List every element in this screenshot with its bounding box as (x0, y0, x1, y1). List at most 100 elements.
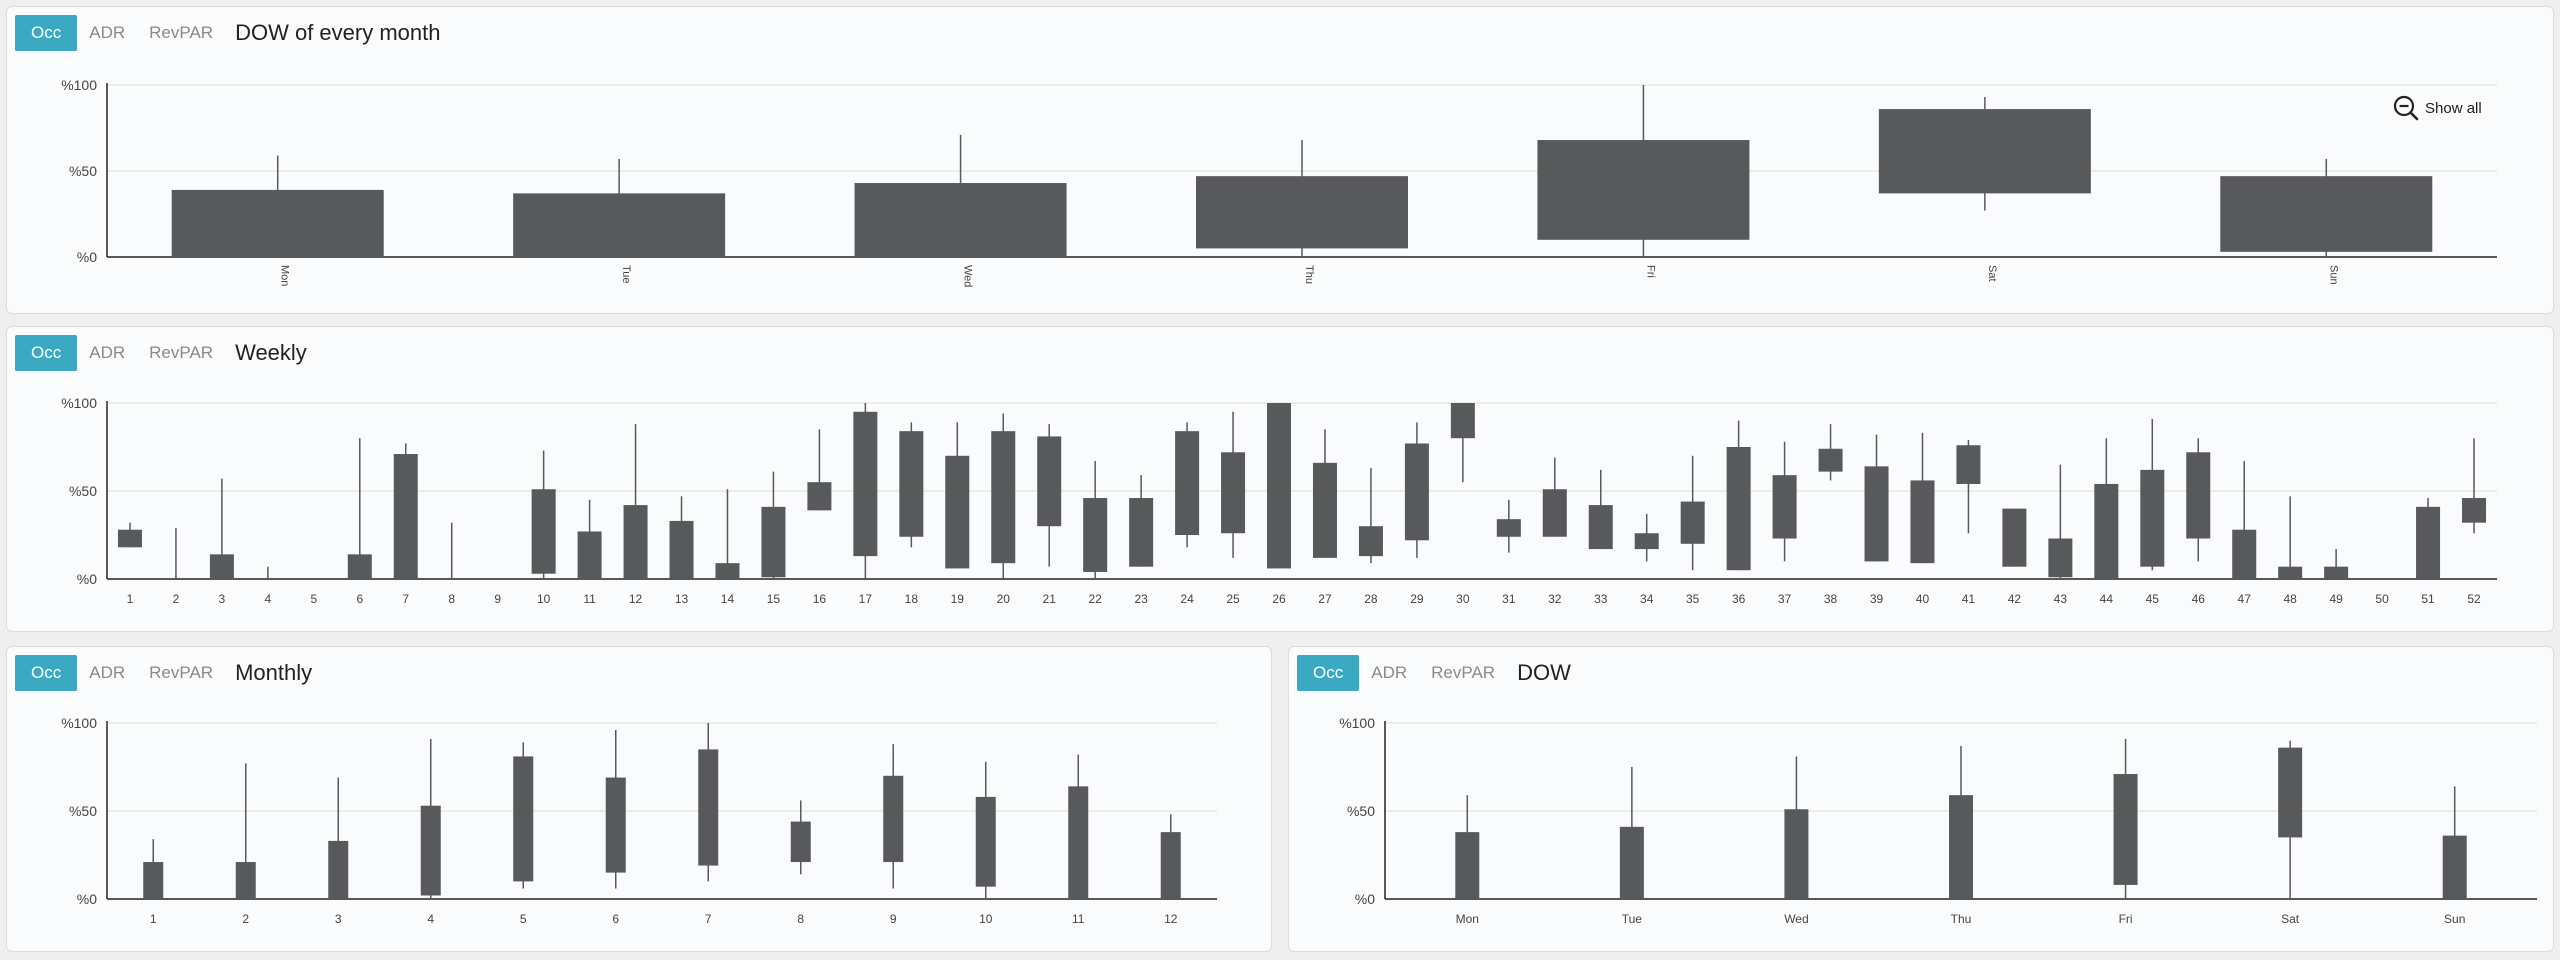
x-tick-label: 36 (1732, 592, 1746, 606)
panel-title: Monthly (235, 660, 313, 685)
y-tick-label: %0 (77, 249, 97, 265)
x-tick-label: Wed (962, 265, 974, 287)
bar (2186, 452, 2211, 539)
bar (991, 431, 1016, 564)
tab-occ[interactable]: Occ (1297, 655, 1360, 691)
bar (2232, 529, 2257, 579)
panel-weekly: Occ ADR RevPAR Weekly %0 %50 %100 1 2 3 4 5 6 7 8 9… (6, 326, 2554, 632)
bar (1726, 447, 1751, 571)
bar (1784, 809, 1809, 899)
x-tick-label: 39 (1870, 592, 1884, 606)
panel-monthly: Occ ADR RevPAR Monthly %0 %50 %100 1 2 3 4 5 6 7 8… (6, 646, 1272, 952)
bar (209, 554, 234, 579)
x-tick-label: 52 (2467, 592, 2481, 606)
bar (2462, 498, 2487, 523)
bar (2002, 508, 2027, 567)
bar (171, 189, 384, 257)
bar (1160, 832, 1181, 899)
tab-revpar[interactable]: RevPAR (137, 335, 226, 371)
x-tick-label: 1 (127, 592, 134, 606)
bar (1455, 832, 1480, 899)
y-tick-label: %50 (69, 803, 97, 819)
x-tick-label: 49 (2329, 592, 2343, 606)
x-tick-label: 7 (705, 912, 712, 926)
x-tick-label: 22 (1088, 592, 1102, 606)
x-tick-label: 21 (1043, 592, 1057, 606)
tab-revpar[interactable]: RevPAR (137, 15, 226, 51)
panel-title: Weekly (235, 340, 307, 365)
panel-dow: Occ ADR RevPAR DOW %0 %50 %100 Mon Tue Wed Thu… (1288, 646, 2554, 952)
x-tick-label: 38 (1824, 592, 1838, 606)
x-tick-label: 9 (494, 592, 501, 606)
bar (853, 411, 878, 557)
x-tick-label: 24 (1180, 592, 1194, 606)
bar (715, 563, 740, 579)
bar (1772, 475, 1797, 539)
bar (2220, 176, 2433, 252)
x-tick-label: Sat (1986, 265, 1998, 282)
tab-adr[interactable]: ADR (77, 655, 138, 691)
x-tick-label: 10 (979, 912, 993, 926)
y-tick-label: %100 (61, 395, 97, 411)
x-tick-label: Wed (1784, 912, 1808, 926)
bar (1864, 466, 1889, 562)
bar (1267, 403, 1292, 569)
x-tick-label: 20 (997, 592, 1011, 606)
metric-tabs: Occ ADR RevPAR Weekly (15, 335, 307, 371)
x-tick-label: 8 (797, 912, 804, 926)
panel-title: DOW of every month (235, 20, 441, 45)
bar (235, 862, 256, 899)
bar (2278, 566, 2303, 579)
y-tick-label: %0 (77, 891, 97, 907)
bar (1910, 480, 1935, 564)
x-tick-label: 30 (1456, 592, 1470, 606)
x-tick-label: 15 (767, 592, 781, 606)
tab-occ[interactable]: Occ (15, 335, 78, 371)
y-tick-label: %100 (1339, 715, 1375, 731)
bar (1949, 795, 1973, 899)
bar (1496, 519, 1521, 537)
bar (117, 529, 142, 548)
x-tick-label: 13 (675, 592, 689, 606)
bar (1175, 431, 1200, 535)
tab-revpar[interactable]: RevPAR (137, 655, 226, 691)
x-tick-label: 6 (612, 912, 619, 926)
bar (1680, 501, 1705, 544)
y-tick-label: %50 (69, 163, 97, 179)
bar (1542, 489, 1567, 537)
x-tick-label: 50 (2375, 592, 2389, 606)
bar (2324, 566, 2349, 579)
metric-tabs: Occ ADR RevPAR DOW (1297, 655, 1571, 691)
x-tick-label: Thu (1951, 912, 1972, 926)
bar (2048, 538, 2073, 578)
x-tick-label: 5 (310, 592, 317, 606)
bar (531, 489, 556, 574)
chart-dow: %0 %50 %100 Mon Tue Wed Thu Fri Sat Sun (1339, 715, 2537, 926)
x-tick-label: 23 (1134, 592, 1148, 606)
x-tick-label: 41 (1962, 592, 1976, 606)
tab-occ[interactable]: Occ (15, 15, 78, 51)
bar (1619, 826, 1644, 899)
tab-adr[interactable]: ADR (1359, 655, 1420, 691)
bar (143, 862, 164, 899)
x-tick-label: Sun (2444, 912, 2465, 926)
y-tick-label: %100 (61, 715, 97, 731)
tab-occ[interactable]: Occ (15, 655, 78, 691)
bar (2416, 506, 2441, 579)
zoom-out-icon (2393, 95, 2419, 121)
bar (1068, 786, 1089, 899)
bar (1588, 505, 1613, 550)
tab-revpar[interactable]: RevPAR (1419, 655, 1508, 691)
x-tick-label: 10 (537, 592, 551, 606)
x-tick-label: 40 (1916, 592, 1930, 606)
bar (1312, 462, 1337, 558)
show-all-button[interactable]: Show all (2393, 95, 2482, 121)
tab-adr[interactable]: ADR (77, 335, 138, 371)
x-tick-label: 17 (859, 592, 873, 606)
x-tick-label: 45 (2146, 592, 2160, 606)
bar (2094, 483, 2119, 579)
tab-adr[interactable]: ADR (77, 15, 138, 51)
x-tick-label: 28 (1364, 592, 1378, 606)
bar (1404, 443, 1429, 541)
bar (577, 531, 602, 579)
